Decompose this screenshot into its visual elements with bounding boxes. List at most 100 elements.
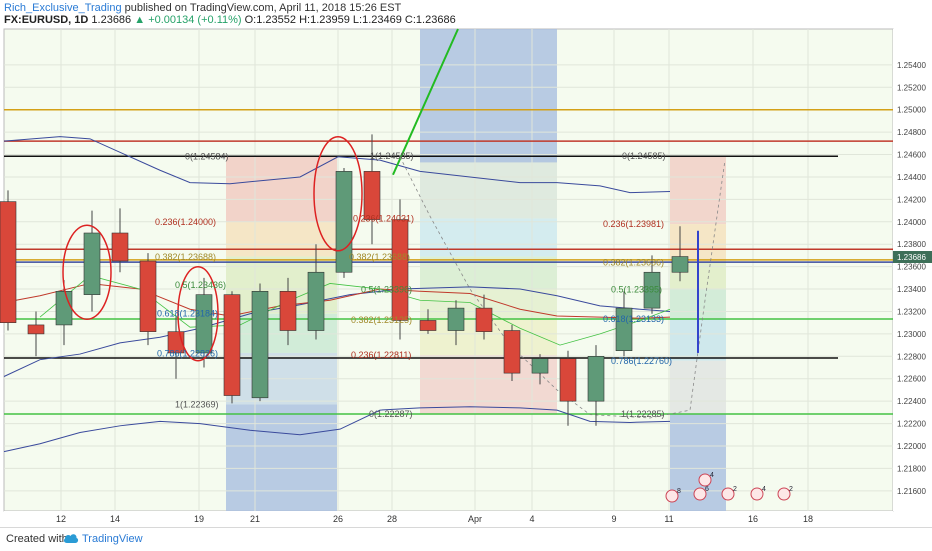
fib-level-label: 0.382(1.23125) [351, 315, 412, 325]
time-tick-label: 21 [250, 514, 260, 524]
fib-level-label: 0.236(1.23981) [603, 219, 664, 229]
fib-level-label: 0.236(1.22811) [351, 350, 411, 360]
fib-level-label: 0(1.24585) [622, 151, 666, 161]
economic-event-flag-icon [777, 487, 791, 501]
time-tick-label: 11 [664, 514, 673, 524]
price-tick-label: 1.25200 [897, 83, 926, 92]
candle-up [83, 232, 101, 295]
highlight-ellipse [62, 224, 112, 320]
candle-down [223, 294, 241, 396]
moving-average-green [39, 275, 671, 346]
time-tick-label: 19 [194, 514, 204, 524]
last-price: 1.23686 [91, 14, 132, 26]
fib-level-label: 0.236(1.24000) [155, 217, 216, 227]
economic-event-flag-icon [698, 473, 712, 487]
fib-level-label: 0.236(1.24031) [353, 213, 414, 223]
price-tick-label: 1.24400 [897, 173, 926, 182]
symbol-bar: FX:EURUSD, 1D 1.23686 ▲ +0.00134 (+0.11%… [4, 14, 456, 26]
price-tick-label: 1.22600 [897, 375, 926, 384]
time-tick-label: 4 [529, 514, 534, 524]
price-tick-label: 1.22800 [897, 352, 926, 361]
event-count-label: 6 [705, 486, 709, 493]
fib-level-label: 0.786(1.22826) [157, 348, 218, 358]
fib-level-label: 1(1.22285) [621, 409, 665, 419]
fib-zone [420, 156, 557, 219]
close-label: C: [404, 14, 416, 26]
candle-up [447, 307, 465, 331]
price-axis [893, 29, 932, 511]
candle-up [251, 290, 269, 399]
price-tick-label: 1.23000 [897, 330, 926, 339]
tradingview-cloud-icon [63, 534, 79, 543]
fib-zone [226, 221, 337, 257]
low-label: L: [352, 14, 363, 26]
candle-down [475, 307, 493, 332]
event-count-label: 4 [710, 472, 714, 479]
up-arrow-icon: ▲ [134, 14, 146, 26]
tradingview-brand[interactable]: TradingView [82, 533, 143, 545]
price-tick-label: 1.23400 [897, 285, 926, 294]
economic-event-flag-icon [665, 489, 679, 503]
time-tick-label: 28 [387, 514, 397, 524]
last-price-tag-label: 1.23686 [897, 253, 926, 262]
candle-down [279, 290, 297, 331]
price-tick-label: 1.22200 [897, 420, 926, 429]
price-tick-label: 1.22400 [897, 397, 926, 406]
fib-level-label: 0.5(1.23396) [361, 285, 412, 295]
date-range-highlight [226, 404, 337, 511]
event-count-label: 4 [762, 486, 766, 493]
candle-down [0, 201, 17, 323]
time-axis [4, 511, 893, 527]
created-with-text: Created with [6, 533, 68, 545]
time-tick-label: 26 [333, 514, 343, 524]
time-tick-label: Apr [468, 514, 482, 524]
event-count-label: 2 [789, 486, 793, 493]
highlight-ellipse [313, 136, 363, 252]
price-tick-label: 1.25400 [897, 61, 926, 70]
candle-down [503, 330, 521, 374]
candle-up [55, 290, 73, 326]
candle-up [307, 271, 325, 331]
projection-path [399, 156, 726, 419]
fib-level-label: 0(1.22287) [369, 409, 413, 419]
price-tick-label: 1.23800 [897, 240, 926, 249]
open-label: O: [244, 14, 257, 26]
candle-up [195, 294, 213, 354]
candle-up [335, 171, 353, 273]
price-tick-label: 1.22000 [897, 442, 926, 451]
economic-event-flag-icon [721, 487, 735, 501]
time-tick-label: 16 [748, 514, 758, 524]
fib-zone [420, 218, 557, 257]
bollinger-middle-line [3, 286, 671, 377]
moving-average-red [3, 282, 671, 319]
price-tick-label: 1.23200 [897, 307, 926, 316]
highlight-ellipse [177, 265, 219, 362]
symbol-label[interactable]: FX:EURUSD, 1D [4, 14, 89, 26]
fib-level-label: 0(1.24584) [185, 151, 229, 161]
candle-up [643, 271, 661, 309]
event-count-label: 2 [733, 486, 737, 493]
time-tick-label: 12 [56, 514, 66, 524]
fib-level-label: 0.382(1.23688) [349, 252, 410, 262]
author-link[interactable]: Rich_Exclusive_Trading [4, 2, 122, 14]
event-count-label: 8 [677, 488, 681, 495]
fib-level-label: 0.382(1.23688) [155, 252, 216, 262]
fib-level-label: 0.5(1.23395) [611, 285, 662, 295]
candle-down [363, 171, 381, 220]
price-chart[interactable]: 0(1.24584) 0.236(1.24000) 0.382(1.23688) 0.… [0, 27, 932, 527]
fib-level-label: 0.5(1.23436) [175, 280, 226, 290]
candle-down [391, 219, 409, 321]
price-tick-label: 1.23600 [897, 263, 926, 272]
low-value: 1.23469 [362, 14, 402, 26]
time-tick-label: 14 [110, 514, 120, 524]
publish-header: Rich_Exclusive_Trading published on Trad… [4, 2, 401, 14]
fib-level-label: 1(1.24585) [370, 151, 414, 161]
economic-event-flag-icon [750, 487, 764, 501]
price-tick-label: 1.24600 [897, 151, 926, 160]
high-label: H: [299, 14, 311, 26]
last-price-tag [893, 250, 932, 263]
time-tick-label: 9 [611, 514, 616, 524]
candle-down [139, 260, 157, 332]
price-tick-label: 1.21600 [897, 487, 926, 496]
publish-info: published on TradingView.com, April 11, … [124, 2, 402, 14]
